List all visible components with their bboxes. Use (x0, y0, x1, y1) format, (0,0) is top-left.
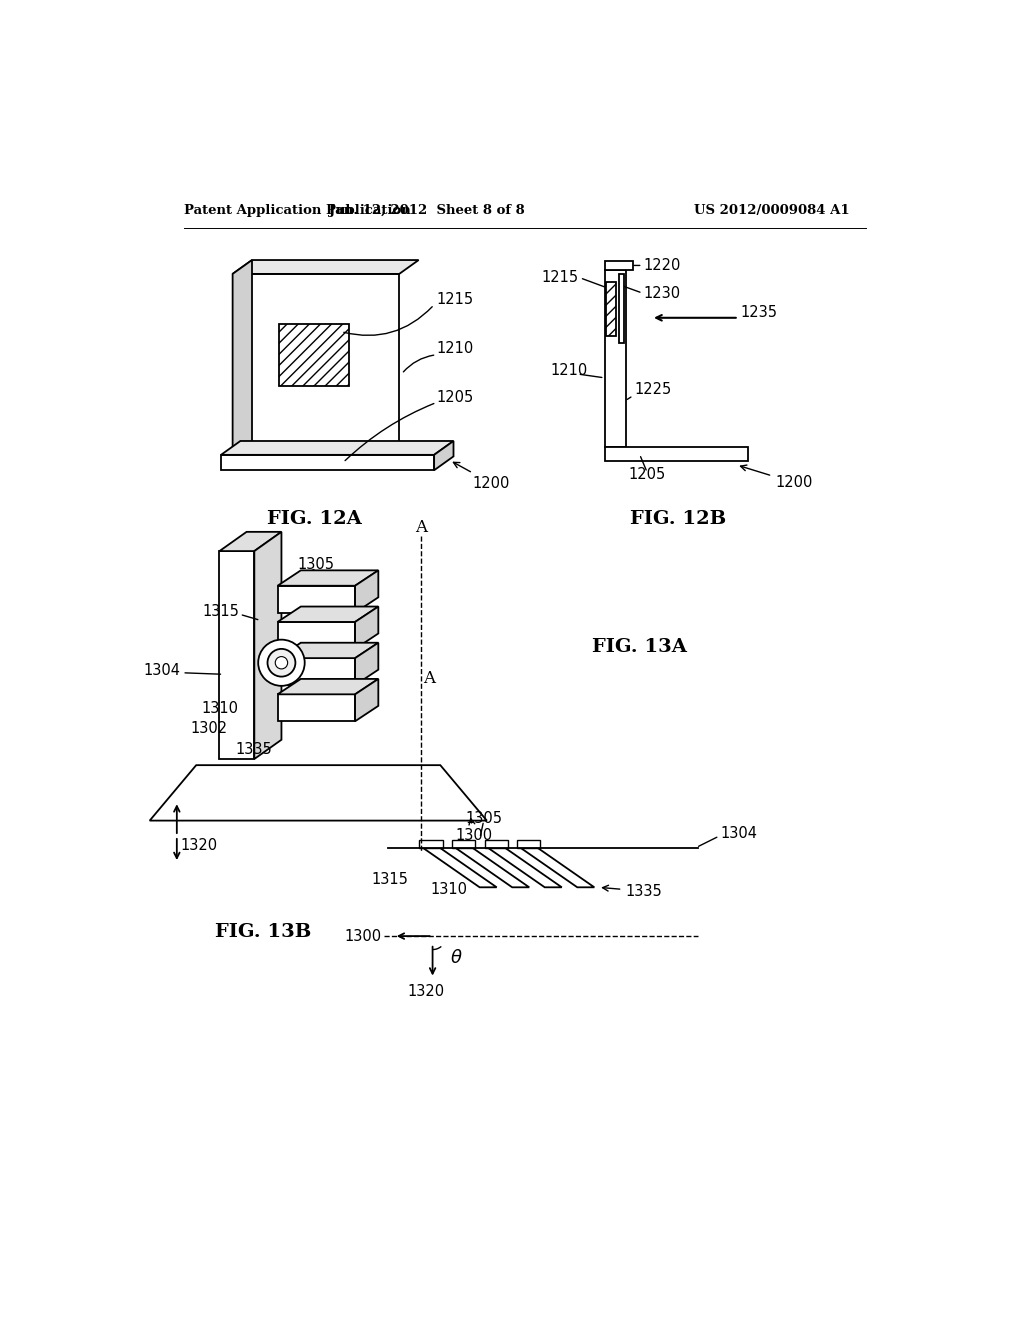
Text: 1205: 1205 (436, 389, 474, 405)
Text: 1320: 1320 (180, 838, 218, 853)
Text: 1310: 1310 (430, 882, 467, 898)
Text: 1210: 1210 (436, 341, 474, 356)
Text: 1305: 1305 (465, 810, 502, 826)
Polygon shape (604, 271, 627, 447)
Polygon shape (232, 260, 419, 275)
Text: 1205: 1205 (629, 467, 666, 482)
Polygon shape (278, 622, 355, 649)
Text: 1200: 1200 (740, 465, 812, 490)
Polygon shape (150, 766, 486, 821)
Polygon shape (487, 847, 562, 887)
Polygon shape (278, 570, 378, 586)
Text: 1235: 1235 (740, 305, 777, 319)
Text: 1310: 1310 (202, 701, 239, 717)
Text: 1215: 1215 (436, 292, 473, 306)
Text: 1320: 1320 (408, 983, 445, 999)
Polygon shape (219, 532, 282, 552)
Polygon shape (221, 441, 454, 455)
Polygon shape (355, 570, 378, 612)
Text: A: A (415, 520, 427, 536)
Text: 1200: 1200 (454, 462, 510, 491)
Polygon shape (355, 607, 378, 649)
Polygon shape (278, 659, 355, 685)
Polygon shape (219, 552, 254, 759)
Polygon shape (604, 447, 748, 461)
Polygon shape (355, 678, 378, 721)
Polygon shape (221, 455, 434, 470)
Text: 1225: 1225 (634, 381, 672, 397)
Text: Patent Application Publication: Patent Application Publication (183, 205, 411, 218)
Text: 1230: 1230 (643, 285, 681, 301)
Text: FIG. 13A: FIG. 13A (592, 639, 687, 656)
Text: Jan. 12, 2012  Sheet 8 of 8: Jan. 12, 2012 Sheet 8 of 8 (329, 205, 524, 218)
Circle shape (275, 656, 288, 669)
Polygon shape (452, 840, 475, 847)
Text: 1302: 1302 (190, 721, 227, 735)
Polygon shape (278, 643, 378, 659)
Polygon shape (520, 847, 594, 887)
Text: A: A (423, 669, 435, 686)
Polygon shape (280, 323, 349, 385)
Polygon shape (455, 847, 529, 887)
Polygon shape (606, 281, 616, 335)
Polygon shape (604, 261, 633, 271)
Polygon shape (254, 532, 282, 759)
Circle shape (267, 649, 295, 677)
Circle shape (258, 640, 305, 686)
Text: 1304: 1304 (721, 826, 758, 841)
Text: 1210: 1210 (550, 363, 588, 378)
Polygon shape (517, 840, 541, 847)
Text: 1335: 1335 (234, 742, 271, 758)
Polygon shape (278, 678, 378, 694)
Text: FIG. 13B: FIG. 13B (215, 923, 312, 941)
Polygon shape (278, 607, 378, 622)
Polygon shape (232, 260, 252, 455)
Polygon shape (423, 847, 497, 887)
Text: 1300: 1300 (456, 818, 493, 843)
Polygon shape (278, 586, 355, 612)
Text: 1305: 1305 (298, 557, 335, 573)
Text: FIG. 12A: FIG. 12A (266, 510, 361, 528)
Polygon shape (355, 643, 378, 685)
Text: 1315: 1315 (202, 603, 239, 619)
Polygon shape (420, 840, 442, 847)
Text: 1215: 1215 (542, 271, 579, 285)
Text: 1300: 1300 (344, 928, 381, 944)
Text: 1335: 1335 (602, 883, 663, 899)
Polygon shape (278, 694, 355, 721)
Polygon shape (232, 275, 399, 455)
Polygon shape (434, 441, 454, 470)
Polygon shape (618, 275, 624, 343)
Text: $\theta$: $\theta$ (450, 949, 462, 966)
Text: FIG. 12B: FIG. 12B (630, 510, 726, 528)
Text: 1315: 1315 (372, 873, 409, 887)
Text: US 2012/0009084 A1: US 2012/0009084 A1 (693, 205, 849, 218)
Text: 1220: 1220 (643, 257, 681, 273)
Polygon shape (484, 840, 508, 847)
Text: 1304: 1304 (143, 663, 180, 678)
